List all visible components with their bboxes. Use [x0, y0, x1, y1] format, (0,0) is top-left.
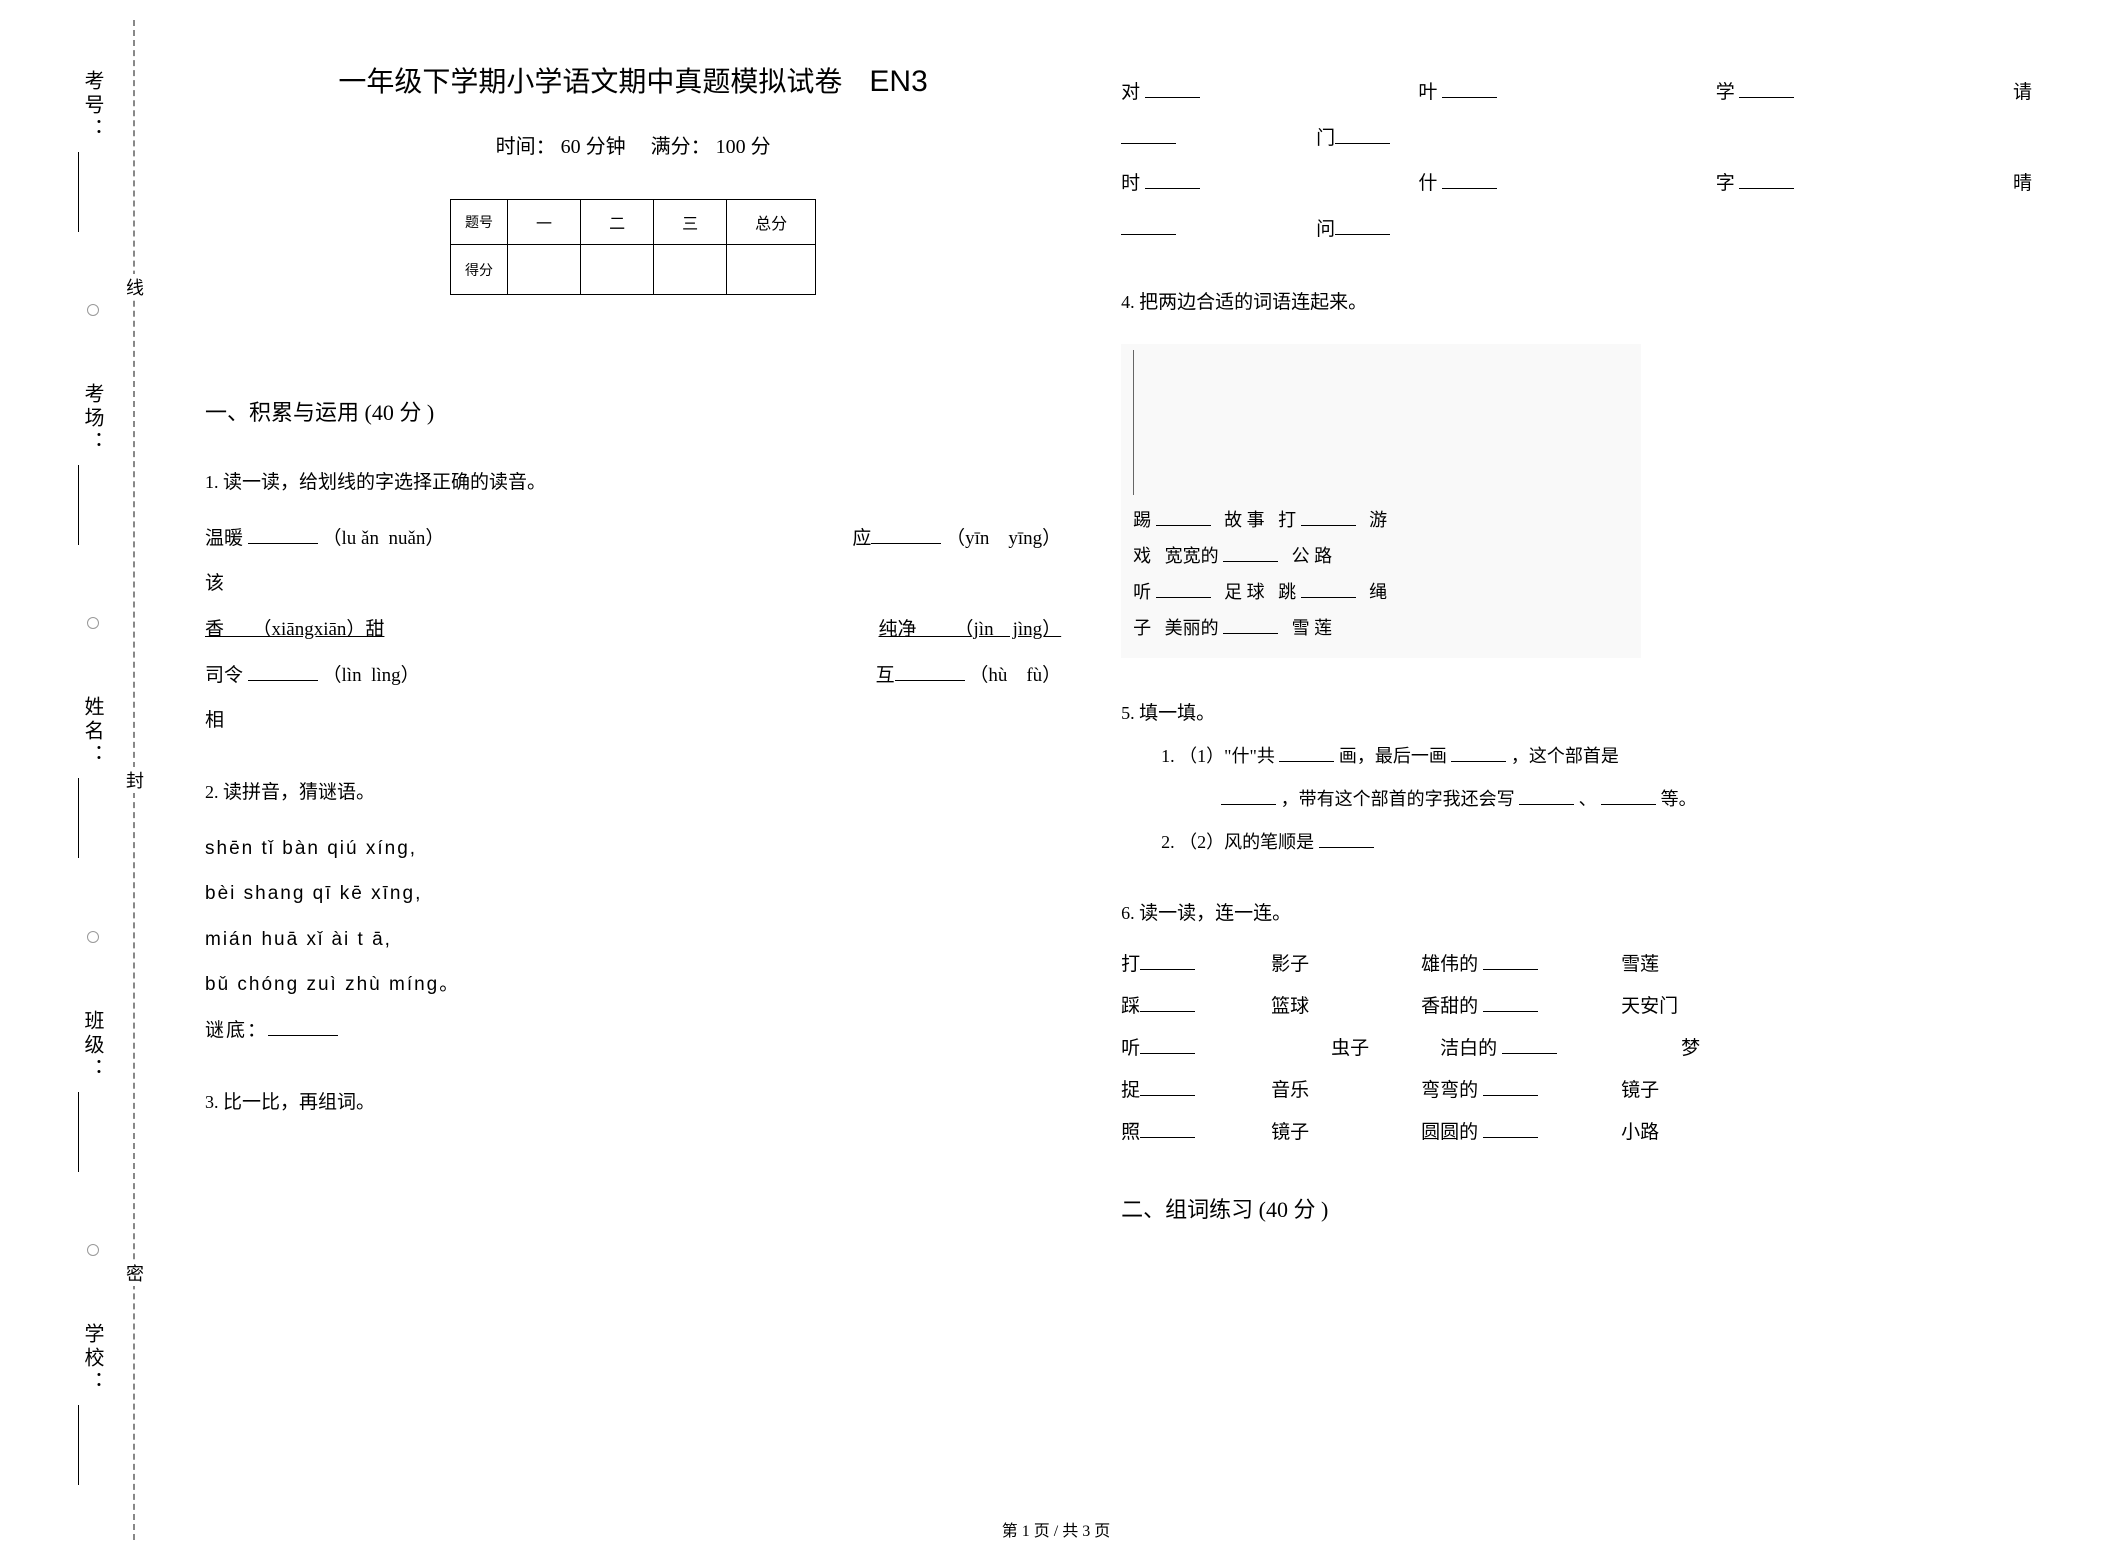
question-5: 5. 填一填。 1. （1）"什"共 画，最后一画 ，这个部首是 ，带有这个部首… — [1121, 693, 2072, 864]
label-line — [78, 778, 79, 858]
section-2-title: 二、组词练习 (40 分 ) — [1121, 1192, 2072, 1224]
table-score-row: 得分 — [451, 245, 816, 295]
page-container: 考号： 考场： 姓名： 班级： 学校： — [0, 0, 2112, 1561]
label-text: 考号： — [78, 70, 107, 142]
binding-margin: 考号： 考场： 姓名： 班级： 学校： — [0, 0, 145, 1561]
exam-title: 一年级下学期小学语文期中真题模拟试卷 EN3 — [205, 60, 1061, 100]
question-5-content: 1. （1）"什"共 画，最后一画 ，这个部首是 ，带有这个部首的字我还会写 、… — [1161, 735, 2072, 865]
time-label: 时间： — [496, 136, 556, 158]
question-text: 填一填。 — [1139, 703, 1215, 724]
q5-text: 2. （2）风的笔顺是 — [1161, 832, 1314, 852]
label-text: 姓名： — [78, 696, 107, 768]
dashed-label: 封 — [121, 767, 147, 793]
content-area: 一年级下学期小学语文期中真题模拟试卷 EN3 时间： 60 分钟 满分： 100… — [145, 0, 2112, 1561]
left-column: 一年级下学期小学语文期中真题模拟试卷 EN3 时间： 60 分钟 满分： 100… — [205, 60, 1101, 1521]
pinyin-line: bèi shang qī kē xīng, — [205, 871, 1061, 917]
time-score-line: 时间： 60 分钟 满分： 100 分 — [205, 130, 1061, 159]
pinyin-line: shēn tǐ bàn qiú xíng, — [205, 826, 1061, 872]
blank[interactable] — [1601, 783, 1656, 805]
question-1-content: 温暖 （lu ǎn nuǎn） 应 （yīn yīng） 该 香 （xiāngx… — [205, 516, 1061, 744]
pinyin-line: mián huā xǐ ài t ā, — [205, 917, 1061, 963]
answer-label: 谜底： — [205, 1020, 268, 1041]
question-3: 3. 比一比，再组词。 — [205, 1082, 1061, 1124]
match-box: 踢 故 事 打 游 戏 宽宽的 公 路 听 足 球 跳 绳 子 美丽的 雪 莲 — [1121, 344, 1641, 658]
table-header: 二 — [581, 200, 654, 245]
section-1-title: 一、积累与运用 (40 分 ) — [205, 395, 1061, 427]
label-text: 班级： — [78, 1010, 107, 1082]
blank[interactable] — [1279, 740, 1334, 762]
dashed-labels: 线 封 密 — [121, 40, 147, 1520]
blank[interactable] — [1319, 826, 1374, 848]
question-2: 2. 读拼音，猜谜语。 shēn tǐ bàn qiú xíng, bèi sh… — [205, 772, 1061, 1054]
question-text: 比一比，再组词。 — [223, 1092, 375, 1113]
question-text: 读一读，给划线的字选择正确的读音。 — [223, 472, 546, 493]
table-cell[interactable] — [508, 245, 581, 295]
binding-circle — [87, 931, 99, 943]
label-text: 考场： — [78, 383, 107, 455]
label-line — [78, 1405, 79, 1485]
binding-circle — [87, 617, 99, 629]
question-number: 4. — [1121, 292, 1135, 312]
title-text: 一年级下学期小学语文期中真题模拟试卷 — [338, 67, 842, 98]
label-line — [78, 465, 79, 545]
question-number: 1. — [205, 472, 219, 492]
table-header: 总分 — [727, 200, 816, 245]
time-value: 60 分钟 — [561, 136, 626, 158]
question-2-content: shēn tǐ bàn qiú xíng, bèi shang qī kē xī… — [205, 826, 1061, 1054]
q5-text: 等。 — [1661, 789, 1697, 809]
label-line — [78, 152, 79, 232]
score-label: 满分： — [651, 136, 711, 158]
label-exam-id: 考号： — [78, 70, 107, 237]
table-cell[interactable] — [727, 245, 816, 295]
table-header: 一 — [508, 200, 581, 245]
q5-text: 1. （1）"什"共 — [1161, 746, 1275, 766]
label-class: 班级： — [78, 1010, 107, 1177]
label-school: 学校： — [78, 1323, 107, 1490]
table-cell: 得分 — [451, 245, 508, 295]
label-name: 姓名： — [78, 696, 107, 863]
blank[interactable] — [1519, 783, 1574, 805]
table-header: 题号 — [451, 200, 508, 245]
blank[interactable] — [1221, 783, 1276, 805]
vertical-labels: 考号： 考场： 姓名： 班级： 学校： — [78, 40, 107, 1520]
pinyin-line: bǔ chóng zuì zhù míng。 — [205, 962, 1061, 1008]
q5-text: ，这个部首是 — [1511, 746, 1619, 766]
score-value: 100 分 — [716, 136, 771, 158]
label-room: 考场： — [78, 383, 107, 550]
q5-text: 画，最后一画 — [1339, 746, 1447, 766]
question-number: 3. — [205, 1092, 219, 1112]
match-content: 踢 故 事 打 游 戏 宽宽的 公 路 听 足 球 跳 绳 子 美丽的 雪 莲 — [1133, 502, 1629, 646]
question-1: 1. 读一读，给划线的字选择正确的读音。 温暖 （lu ǎn nuǎn） 应 （… — [205, 462, 1061, 744]
q5-text: ，带有这个部首的字我还会写 — [1281, 789, 1515, 809]
right-column: 对 叶 学 请 门 时 什 字 晴 问 — [1101, 60, 2072, 1521]
question-text: 读拼音，猜谜语。 — [223, 782, 375, 803]
q5-text: 、 — [1579, 789, 1597, 809]
question-number: 2. — [205, 782, 219, 802]
question-text: 读一读，连一连。 — [1139, 903, 1291, 924]
answer-blank[interactable] — [268, 1014, 338, 1036]
question-3-content: 对 叶 学 请 门 时 什 字 晴 问 — [1121, 70, 2072, 252]
table-cell[interactable] — [654, 245, 727, 295]
dashed-label: 线 — [121, 274, 147, 300]
question-text: 把两边合适的词语连起来。 — [1139, 292, 1367, 313]
dashed-label: 密 — [121, 1260, 147, 1286]
question-6-content: 打影子雄伟的 雪莲 踩篮球香甜的 天安门 听虫子 洁白的 梦 捉音乐弯弯的 镜子… — [1121, 946, 2072, 1152]
question-number: 6. — [1121, 903, 1135, 923]
table-header-row: 题号 一 二 三 总分 — [451, 200, 816, 245]
blank[interactable] — [1451, 740, 1506, 762]
question-number: 5. — [1121, 703, 1135, 723]
table-header: 三 — [654, 200, 727, 245]
label-text: 学校： — [78, 1323, 107, 1395]
table-cell[interactable] — [581, 245, 654, 295]
score-table: 题号 一 二 三 总分 得分 — [450, 199, 816, 295]
question-6: 6. 读一读，连一连。 打影子雄伟的 雪莲 踩篮球香甜的 天安门 听虫子 洁白的… — [1121, 893, 2072, 1153]
answer-line: 谜底： — [205, 1008, 1061, 1054]
question-4: 4. 把两边合适的词语连起来。 踢 故 事 打 游 戏 宽宽的 公 路 听 足 … — [1121, 282, 2072, 658]
label-line — [78, 1092, 79, 1172]
match-vertical-line — [1133, 350, 1134, 495]
binding-circle — [87, 304, 99, 316]
page-footer: 第 1 页 / 共 3 页 — [1002, 1517, 1110, 1541]
binding-circle — [87, 1244, 99, 1256]
title-code: EN3 — [869, 65, 927, 98]
